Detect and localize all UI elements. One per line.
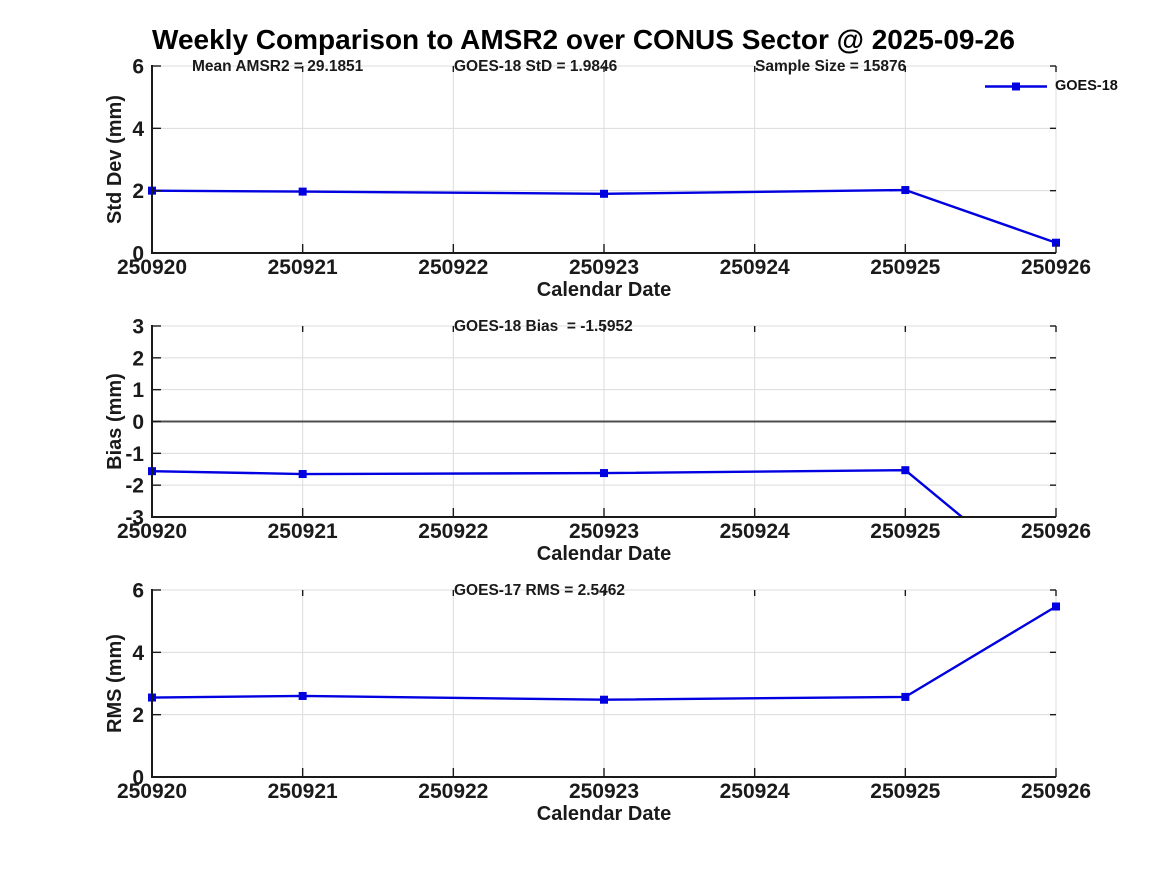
y-tick-label: 4: [132, 642, 144, 665]
y-tick-label: 1: [132, 379, 144, 402]
annotation: Sample Size = 15876: [755, 58, 907, 75]
x-tick-label: 250926: [1021, 780, 1091, 803]
x-tick-label: 250922: [418, 256, 488, 279]
data-point-marker: [600, 695, 608, 704]
y-tick-label: 3: [132, 316, 144, 339]
x-tick-label: 250921: [268, 520, 338, 543]
x-tick-label: 250926: [1021, 520, 1091, 543]
data-point-marker: [298, 187, 307, 196]
data-point-marker: [1052, 238, 1060, 247]
data-point-marker: [901, 466, 910, 475]
y-axis-label: RMS (mm): [104, 634, 126, 733]
data-point-marker: [600, 469, 608, 478]
x-tick-label: 250922: [418, 780, 488, 803]
annotation: GOES-18 Bias = -1.5952: [454, 318, 633, 335]
x-tick-label: 250925: [870, 256, 940, 279]
subplot-3: 250920 250921 250922 250923 250924 250925 2509…: [104, 580, 1091, 826]
x-tick-label: 250923: [569, 256, 639, 279]
annotation: Mean AMSR2 = 29.1851: [192, 58, 364, 75]
x-tick-label: 250924: [720, 780, 790, 803]
y-tick-label: -3: [125, 507, 144, 530]
x-axis-label: Calendar Date: [537, 279, 672, 301]
y-tick-label: 6: [132, 56, 144, 79]
subplot-1: 250920 250921 250922 250923 250924 250925 2509…: [104, 56, 1091, 302]
y-tick-label: 2: [132, 704, 144, 727]
y-tick-label: 0: [132, 411, 144, 434]
x-tick-label: 250922: [418, 520, 488, 543]
chart-title: Weekly Comparison to AMSR2 over CONUS Se…: [152, 24, 1015, 55]
x-axis-label: Calendar Date: [537, 803, 672, 825]
annotation: GOES-17 RMS = 2.5462: [454, 582, 625, 599]
x-tick-label: 250923: [569, 520, 639, 543]
x-tick-label: 250925: [870, 780, 940, 803]
x-tick-label: 250920: [117, 256, 187, 279]
tick-marks: [151, 589, 1057, 778]
annotation: GOES-18 StD = 1.9846: [454, 58, 618, 75]
data-point-marker: [1052, 602, 1060, 611]
x-tick-label: 250924: [720, 256, 790, 279]
x-axis-label: Calendar Date: [537, 543, 672, 565]
y-axis-label: Std Dev (mm): [104, 95, 126, 224]
data-point-marker: [901, 692, 910, 701]
y-axis-label: Bias (mm): [104, 373, 126, 470]
data-point-marker: [298, 470, 307, 479]
y-tick-label: 0: [132, 243, 144, 266]
grid: [151, 65, 1057, 254]
data-point-marker: [298, 691, 307, 700]
subplot-2: 250920 250921 250922 250923 250924 250925 2509…: [104, 316, 1091, 566]
x-tick-label: 250924: [720, 520, 790, 543]
y-tick-label: -2: [125, 475, 144, 498]
x-tick-label: 250921: [268, 256, 338, 279]
y-tick-label: 2: [132, 347, 144, 370]
y-tick-label: 0: [132, 767, 144, 790]
x-tick-label: 250926: [1021, 256, 1091, 279]
tick-marks: [151, 65, 1057, 254]
data-point-marker: [901, 186, 910, 195]
x-tick-label: 250923: [569, 780, 639, 803]
y-tick-label: 4: [132, 118, 144, 141]
x-tick-label: 250920: [117, 520, 187, 543]
legend-square-marker-icon: [1012, 82, 1020, 91]
grid: [151, 589, 1057, 778]
data-point-marker: [600, 189, 608, 198]
tick-marks: [151, 325, 1057, 518]
y-tick-label: 2: [132, 180, 144, 203]
x-tick-label: 250921: [268, 780, 338, 803]
legend: GOES-18: [984, 78, 1118, 95]
y-tick-label: -1: [125, 443, 144, 466]
legend-label: GOES-18: [1055, 78, 1118, 95]
legend-line-sample: [985, 82, 1047, 91]
y-tick-label: 6: [132, 580, 144, 603]
x-tick-label: 250925: [870, 520, 940, 543]
x-tick-label: 250920: [117, 780, 187, 803]
